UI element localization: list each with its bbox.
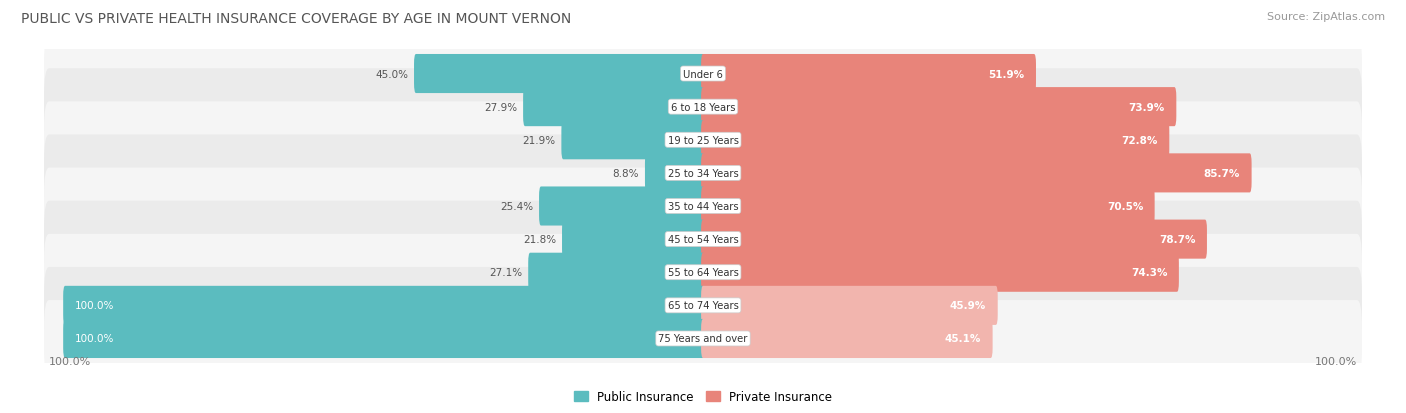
FancyBboxPatch shape xyxy=(523,88,704,127)
FancyBboxPatch shape xyxy=(44,168,1362,245)
Legend: Public Insurance, Private Insurance: Public Insurance, Private Insurance xyxy=(569,385,837,408)
Text: 85.7%: 85.7% xyxy=(1204,169,1240,178)
FancyBboxPatch shape xyxy=(44,36,1362,113)
FancyBboxPatch shape xyxy=(702,154,1251,193)
FancyBboxPatch shape xyxy=(561,121,704,160)
Text: 19 to 25 Years: 19 to 25 Years xyxy=(668,135,738,145)
FancyBboxPatch shape xyxy=(562,220,704,259)
Text: 100.0%: 100.0% xyxy=(75,301,114,311)
Text: 100.0%: 100.0% xyxy=(49,356,91,366)
Text: 55 to 64 Years: 55 to 64 Years xyxy=(668,268,738,278)
FancyBboxPatch shape xyxy=(529,253,704,292)
Text: 72.8%: 72.8% xyxy=(1122,135,1157,145)
FancyBboxPatch shape xyxy=(702,55,1036,94)
FancyBboxPatch shape xyxy=(44,201,1362,278)
FancyBboxPatch shape xyxy=(702,187,1154,226)
Text: 21.8%: 21.8% xyxy=(523,235,557,244)
FancyBboxPatch shape xyxy=(645,154,704,193)
Text: 25.4%: 25.4% xyxy=(501,202,533,211)
Text: 27.9%: 27.9% xyxy=(484,102,517,112)
Text: 35 to 44 Years: 35 to 44 Years xyxy=(668,202,738,211)
Text: 78.7%: 78.7% xyxy=(1159,235,1195,244)
FancyBboxPatch shape xyxy=(702,253,1178,292)
FancyBboxPatch shape xyxy=(702,286,998,325)
Text: 74.3%: 74.3% xyxy=(1130,268,1167,278)
FancyBboxPatch shape xyxy=(44,102,1362,179)
FancyBboxPatch shape xyxy=(44,234,1362,311)
Text: 45 to 54 Years: 45 to 54 Years xyxy=(668,235,738,244)
FancyBboxPatch shape xyxy=(702,319,993,358)
Text: PUBLIC VS PRIVATE HEALTH INSURANCE COVERAGE BY AGE IN MOUNT VERNON: PUBLIC VS PRIVATE HEALTH INSURANCE COVER… xyxy=(21,12,571,26)
Text: 45.1%: 45.1% xyxy=(945,334,981,344)
FancyBboxPatch shape xyxy=(702,88,1177,127)
FancyBboxPatch shape xyxy=(44,135,1362,212)
Text: 8.8%: 8.8% xyxy=(613,169,640,178)
Text: 25 to 34 Years: 25 to 34 Years xyxy=(668,169,738,178)
FancyBboxPatch shape xyxy=(538,187,704,226)
Text: 6 to 18 Years: 6 to 18 Years xyxy=(671,102,735,112)
FancyBboxPatch shape xyxy=(44,267,1362,344)
Text: 70.5%: 70.5% xyxy=(1107,202,1143,211)
FancyBboxPatch shape xyxy=(702,121,1170,160)
FancyBboxPatch shape xyxy=(44,300,1362,377)
Text: 45.0%: 45.0% xyxy=(375,69,408,79)
Text: 100.0%: 100.0% xyxy=(75,334,114,344)
FancyBboxPatch shape xyxy=(413,55,704,94)
Text: 45.9%: 45.9% xyxy=(950,301,986,311)
Text: 27.1%: 27.1% xyxy=(489,268,523,278)
Text: 65 to 74 Years: 65 to 74 Years xyxy=(668,301,738,311)
Text: 73.9%: 73.9% xyxy=(1129,102,1164,112)
Text: 75 Years and over: 75 Years and over xyxy=(658,334,748,344)
Text: Source: ZipAtlas.com: Source: ZipAtlas.com xyxy=(1267,12,1385,22)
FancyBboxPatch shape xyxy=(63,286,704,325)
Text: Under 6: Under 6 xyxy=(683,69,723,79)
Text: 100.0%: 100.0% xyxy=(1315,356,1357,366)
Text: 21.9%: 21.9% xyxy=(523,135,555,145)
FancyBboxPatch shape xyxy=(63,319,704,358)
FancyBboxPatch shape xyxy=(44,69,1362,146)
Text: 51.9%: 51.9% xyxy=(988,69,1025,79)
FancyBboxPatch shape xyxy=(702,220,1206,259)
